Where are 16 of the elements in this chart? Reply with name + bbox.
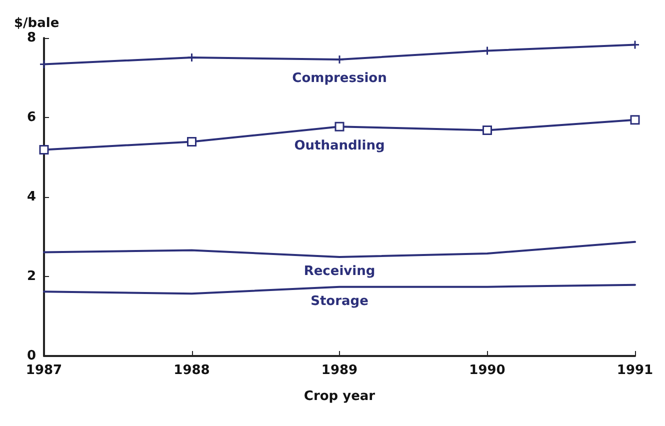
series-label: Outhandling [294,138,385,154]
series-label: Compression [292,71,387,86]
x-tick-label: 1988 [174,363,210,378]
x-tick-label: 1990 [469,363,506,378]
y-tick-label: 8 [26,30,36,46]
series-label: Receiving [304,264,376,280]
x-tick-label: 1989 [321,363,358,378]
series-label: Storage [310,294,369,309]
x-tick-label: 1987 [26,363,62,378]
y-axis-title: $/bale [14,16,60,31]
y-tick-label: 4 [26,190,36,204]
x-tick-label: 1991 [616,363,654,378]
y-tick-label: 6 [26,110,36,125]
y-tick-label: 0 [26,348,36,364]
y-tick-label: 2 [26,269,36,284]
x-axis-title: Crop year [304,389,376,404]
